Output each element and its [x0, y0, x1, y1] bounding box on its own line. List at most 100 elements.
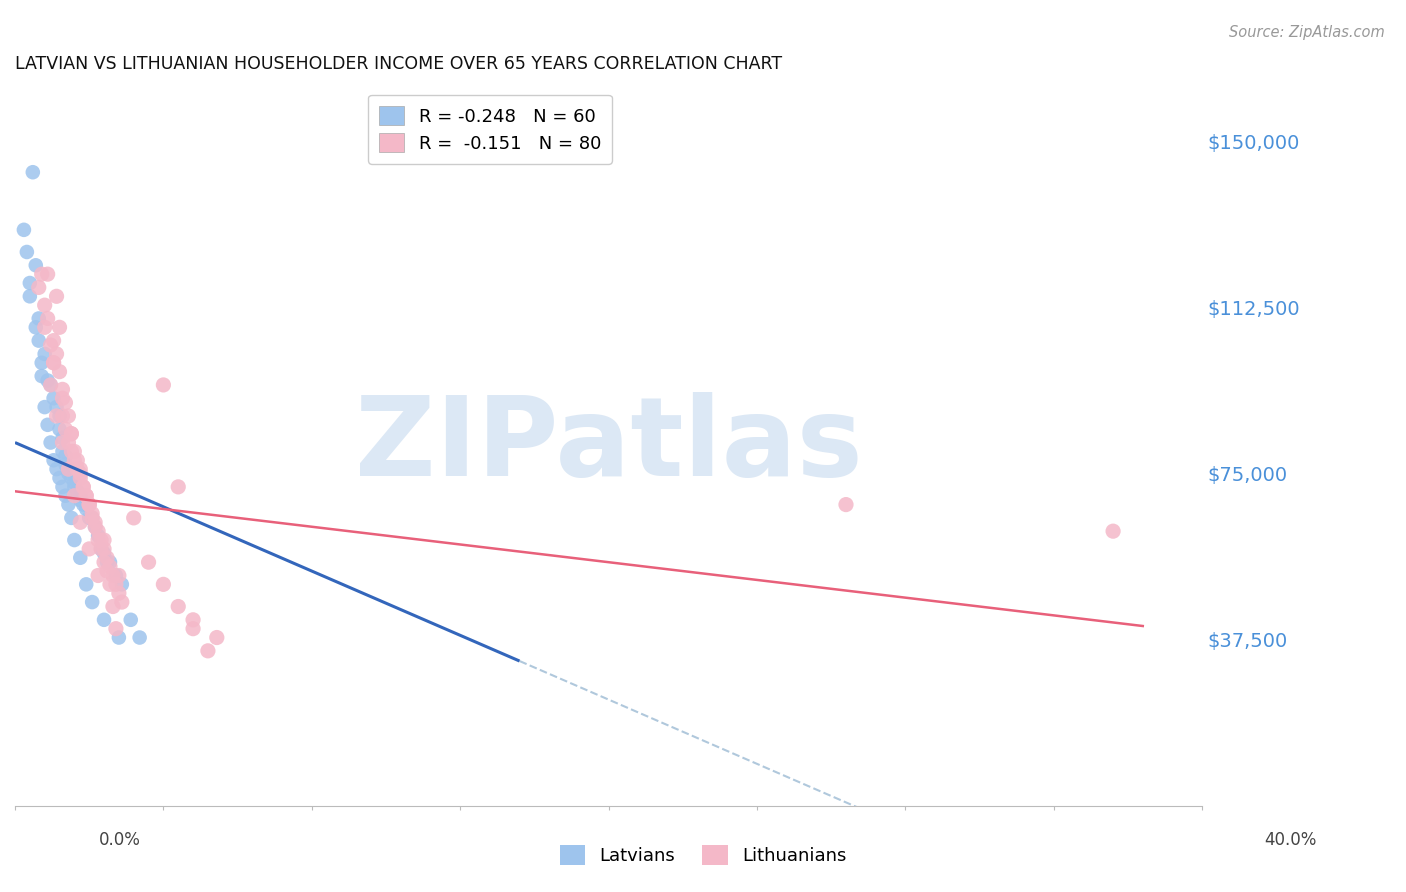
Point: [60, 511, 83, 525]
Text: 40.0%: 40.0%: [1264, 831, 1317, 849]
Point: [82, 595, 104, 609]
Point: [75, 577, 97, 591]
Point: [60, 444, 83, 458]
Legend: Latvians, Lithuanians: Latvians, Lithuanians: [553, 838, 853, 872]
Text: Source: ZipAtlas.com: Source: ZipAtlas.com: [1229, 25, 1385, 40]
Point: [96, 564, 118, 578]
Point: [69, 516, 91, 530]
Point: [90, 533, 112, 547]
Point: [77, 498, 100, 512]
Point: [28, 311, 51, 326]
Point: [128, 631, 150, 645]
Point: [98, 559, 121, 574]
Point: [15, 244, 38, 259]
Point: [45, 289, 67, 303]
Point: [37, 374, 59, 388]
Point: [84, 520, 107, 534]
Point: [39, 378, 62, 392]
Point: [69, 493, 91, 508]
Point: [55, 395, 77, 409]
Point: [39, 435, 62, 450]
Point: [72, 498, 94, 512]
Point: [45, 409, 67, 423]
Point: [108, 631, 131, 645]
Point: [55, 458, 77, 472]
Point: [96, 555, 118, 569]
Point: [66, 484, 89, 499]
Point: [93, 613, 115, 627]
Point: [66, 453, 89, 467]
Point: [93, 541, 115, 556]
Point: [84, 516, 107, 530]
Point: [48, 409, 70, 423]
Point: [104, 577, 127, 591]
Point: [48, 365, 70, 379]
Point: [93, 555, 115, 569]
Point: [63, 475, 86, 490]
Point: [51, 480, 73, 494]
Point: [111, 577, 134, 591]
Point: [31, 356, 53, 370]
Point: [205, 631, 228, 645]
Point: [58, 462, 80, 476]
Point: [34, 347, 56, 361]
Point: [55, 489, 77, 503]
Point: [39, 338, 62, 352]
Point: [835, 498, 858, 512]
Point: [34, 320, 56, 334]
Point: [42, 391, 65, 405]
Point: [51, 435, 73, 450]
Point: [93, 533, 115, 547]
Point: [101, 568, 124, 582]
Point: [48, 471, 70, 485]
Point: [77, 511, 100, 525]
Point: [58, 435, 80, 450]
Point: [42, 453, 65, 467]
Point: [51, 391, 73, 405]
Point: [120, 613, 142, 627]
Point: [37, 267, 59, 281]
Point: [75, 489, 97, 503]
Legend: R = -0.248   N = 60, R =  -0.151   N = 80: R = -0.248 N = 60, R = -0.151 N = 80: [368, 95, 612, 163]
Point: [77, 541, 100, 556]
Point: [90, 541, 112, 556]
Text: 0.0%: 0.0%: [98, 831, 141, 849]
Point: [24, 258, 46, 272]
Point: [37, 417, 59, 432]
Point: [77, 498, 100, 512]
Point: [104, 568, 127, 582]
Point: [55, 449, 77, 463]
Point: [63, 444, 86, 458]
Point: [28, 334, 51, 348]
Point: [98, 577, 121, 591]
Point: [18, 289, 41, 303]
Point: [96, 550, 118, 565]
Point: [60, 471, 83, 485]
Point: [58, 467, 80, 481]
Point: [77, 498, 100, 512]
Point: [72, 480, 94, 494]
Point: [167, 480, 190, 494]
Point: [181, 622, 204, 636]
Point: [45, 400, 67, 414]
Point: [69, 471, 91, 485]
Point: [167, 599, 190, 614]
Point: [63, 489, 86, 503]
Point: [48, 320, 70, 334]
Point: [60, 426, 83, 441]
Point: [63, 453, 86, 467]
Point: [122, 511, 145, 525]
Point: [58, 498, 80, 512]
Point: [152, 577, 174, 591]
Point: [21, 165, 44, 179]
Point: [58, 409, 80, 423]
Point: [69, 462, 91, 476]
Point: [108, 586, 131, 600]
Point: [1102, 524, 1125, 538]
Point: [87, 568, 110, 582]
Point: [93, 546, 115, 560]
Point: [60, 426, 83, 441]
Point: [69, 467, 91, 481]
Point: [75, 489, 97, 503]
Point: [84, 520, 107, 534]
